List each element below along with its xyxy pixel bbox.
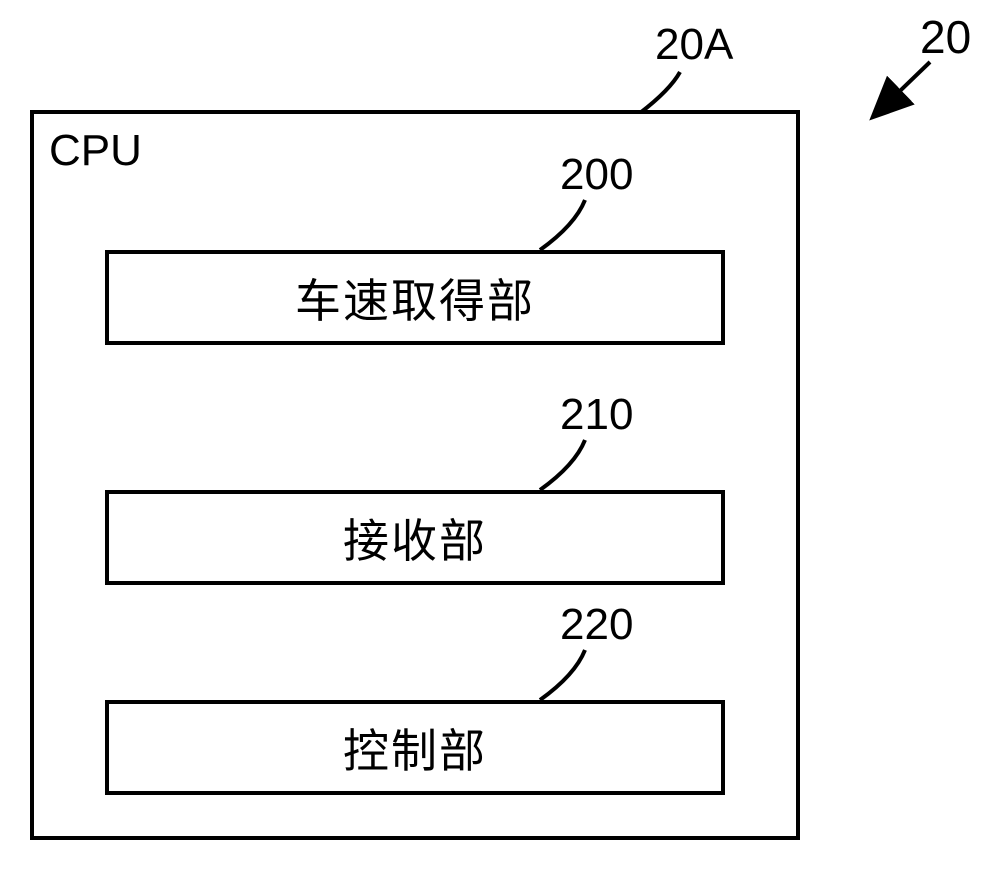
block-200-text: 车速取得部 [295,265,535,331]
block-210: 接收部 [105,490,725,585]
block-220-text: 控制部 [343,715,487,781]
block-210-text: 接收部 [343,505,487,571]
ref-label-220: 220 [560,600,633,650]
ref-label-200: 200 [560,150,633,200]
cpu-title: CPU [49,126,142,176]
ref-label-210: 210 [560,390,633,440]
ref-label-20: 20 [920,10,971,64]
block-200: 车速取得部 [105,250,725,345]
block-diagram: 20 20A CPU 200 车速取得部 210 接收部 220 控制部 [0,0,1000,873]
ref-label-20a: 20A [655,20,733,70]
block-220: 控制部 [105,700,725,795]
